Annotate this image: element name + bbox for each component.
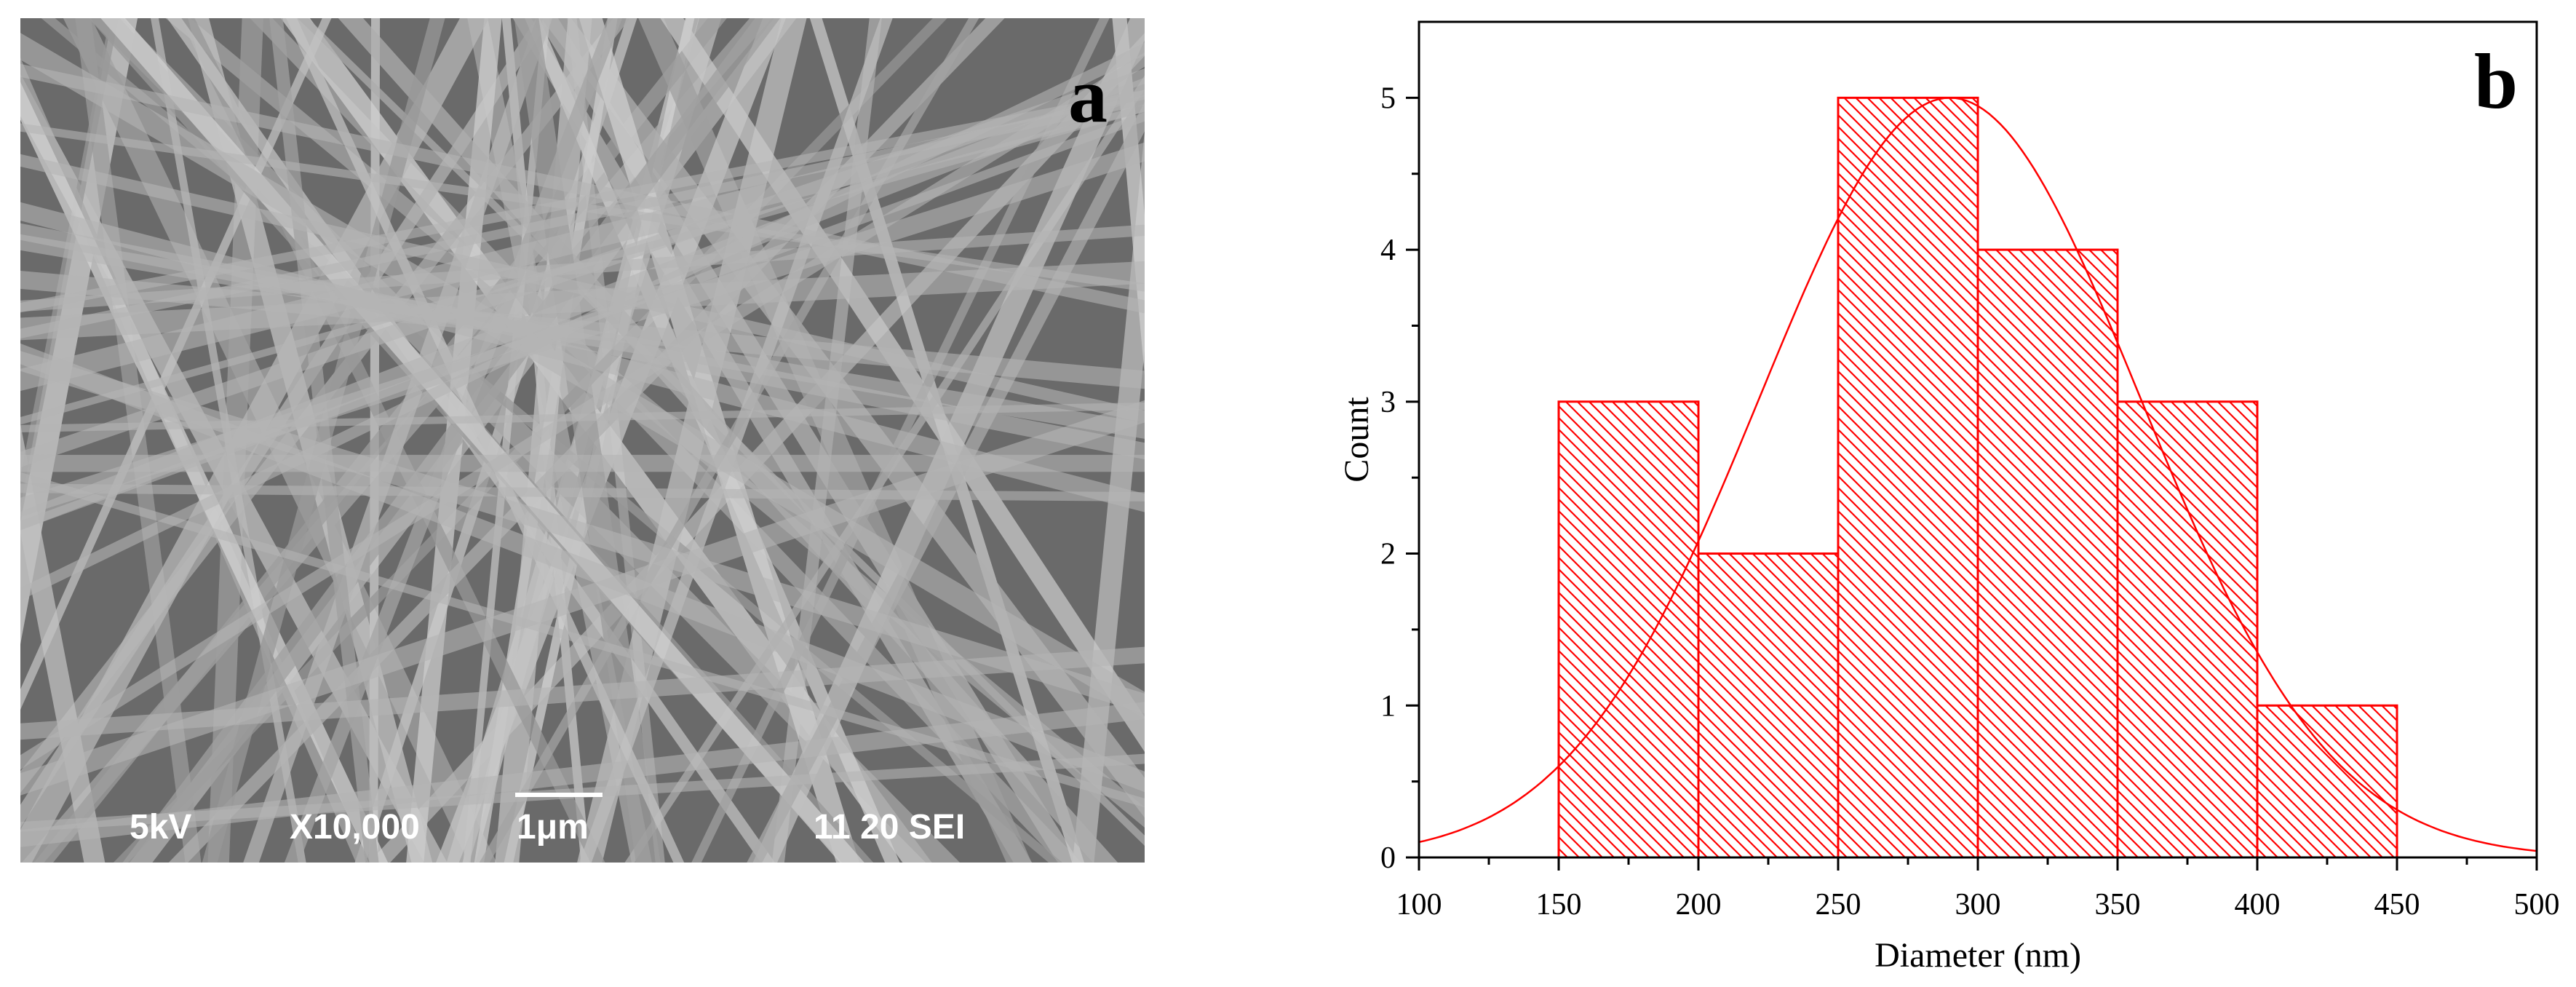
histogram-bar: [1976, 248, 2119, 859]
fiber: [20, 123, 1145, 292]
fiber: [20, 234, 1145, 439]
x-tick-label: 350: [2095, 888, 2141, 921]
sem-scale-label: 1μm: [517, 808, 589, 847]
fiber: [479, 18, 979, 863]
scale-bar: [515, 793, 603, 797]
x-tick-label: 300: [1955, 888, 2001, 921]
sem-id-label: 11 20 SEI: [814, 808, 966, 847]
x-tick-label: 250: [1816, 888, 1861, 921]
y-tick-label: 4: [1380, 234, 1396, 267]
histogram-bar: [1697, 552, 1840, 859]
x-tick-label: 200: [1676, 888, 1722, 921]
fiber: [20, 646, 1145, 740]
fiber: [20, 33, 1145, 719]
sem-fiber-texture: [20, 18, 1145, 863]
fiber: [20, 483, 1145, 502]
sem-image: 5kV X10,000 1μm 11 20 SEI: [20, 18, 1145, 863]
fiber: [20, 52, 1145, 770]
y-tick-label: 1: [1380, 689, 1396, 723]
fiber: [20, 202, 1145, 512]
fiber: [20, 154, 1145, 424]
fiber: [243, 18, 553, 863]
fiber: [286, 18, 685, 863]
panel-b-label: b: [2474, 39, 2518, 125]
y-tick-label: 0: [1380, 841, 1396, 875]
panel-a-label: a: [1068, 52, 1108, 139]
fiber: [20, 90, 1145, 313]
y-tick-label: 2: [1380, 538, 1396, 571]
x-axis-label: Diameter (nm): [1875, 936, 2081, 975]
y-axis-label: Count: [1337, 397, 1376, 483]
fiber: [20, 18, 119, 523]
histogram-bar: [2116, 400, 2259, 859]
x-tick-label: 500: [2514, 888, 2560, 921]
x-tick-label: 400: [2235, 888, 2281, 921]
fiber: [436, 18, 786, 863]
y-tick-label: 5: [1380, 82, 1396, 115]
histogram-bar: [2256, 704, 2398, 859]
y-tick-label: 3: [1380, 386, 1396, 419]
fiber: [20, 261, 1145, 341]
fiber: [20, 472, 1145, 808]
sem-fibers: [20, 18, 1145, 863]
sem-voltage-label: 5kV: [130, 808, 192, 847]
fiber: [1112, 18, 1145, 376]
x-tick-label: 150: [1536, 888, 1582, 921]
histogram-bar: [1557, 400, 1700, 859]
x-tick-label: 450: [2374, 888, 2420, 921]
gaussian-fit-curve: [1418, 97, 2537, 852]
x-tick-label: 100: [1396, 888, 1442, 921]
fiber: [284, 18, 623, 863]
histogram-bar: [1837, 96, 1979, 859]
sem-magnification-label: X10,000: [290, 808, 420, 847]
